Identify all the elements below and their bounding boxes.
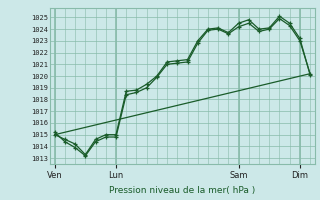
X-axis label: Pression niveau de la mer( hPa ): Pression niveau de la mer( hPa ) — [109, 186, 256, 194]
